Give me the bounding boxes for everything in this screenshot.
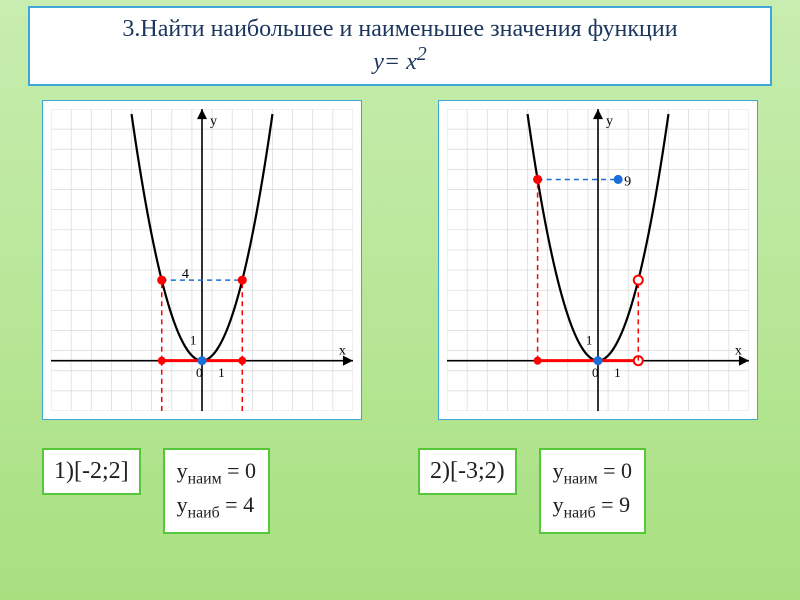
svg-text:1: 1 xyxy=(218,365,225,380)
min-row-2: унаим = 0 xyxy=(553,456,632,490)
title-formula: y= x2 xyxy=(42,43,758,76)
svg-text:1: 1 xyxy=(190,333,197,348)
answer-2: 2)[-3;2) унаим = 0 унаиб = 9 xyxy=(418,448,646,534)
title-line-1: 3.Найти наибольшее и наименьшее значения… xyxy=(42,16,758,43)
graph-1: 4 1 0 1 x y xyxy=(42,100,362,420)
svg-text:x: x xyxy=(735,343,742,359)
max-row: унаиб = 4 xyxy=(177,490,256,524)
svg-text:0: 0 xyxy=(196,365,203,380)
interval-1: 1)[-2;2] xyxy=(42,448,141,495)
values-1: унаим = 0 унаиб = 4 xyxy=(163,448,270,534)
svg-text:9: 9 xyxy=(624,174,631,190)
interval-2: 2)[-3;2) xyxy=(418,448,517,495)
svg-text:y: y xyxy=(210,113,217,129)
svg-text:y: y xyxy=(606,113,613,129)
y-value-label: 4 xyxy=(182,266,189,282)
svg-text:1: 1 xyxy=(586,333,593,348)
min-row: унаим = 0 xyxy=(177,456,256,490)
svg-text:1: 1 xyxy=(614,365,621,380)
plot-1-svg: 4 1 0 1 x y xyxy=(51,109,353,411)
plot-2-svg: 9 1 0 1 x y xyxy=(447,109,749,411)
svg-text:0: 0 xyxy=(592,365,599,380)
values-2: унаим = 0 унаиб = 9 xyxy=(539,448,646,534)
problem-title: 3.Найти наибольшее и наименьшее значения… xyxy=(28,6,772,86)
svg-text:x: x xyxy=(339,343,346,359)
graph-2: 9 1 0 1 x y xyxy=(438,100,758,420)
max-row-2: унаиб = 9 xyxy=(553,490,632,524)
answer-1: 1)[-2;2] унаим = 0 унаиб = 4 xyxy=(42,448,270,534)
